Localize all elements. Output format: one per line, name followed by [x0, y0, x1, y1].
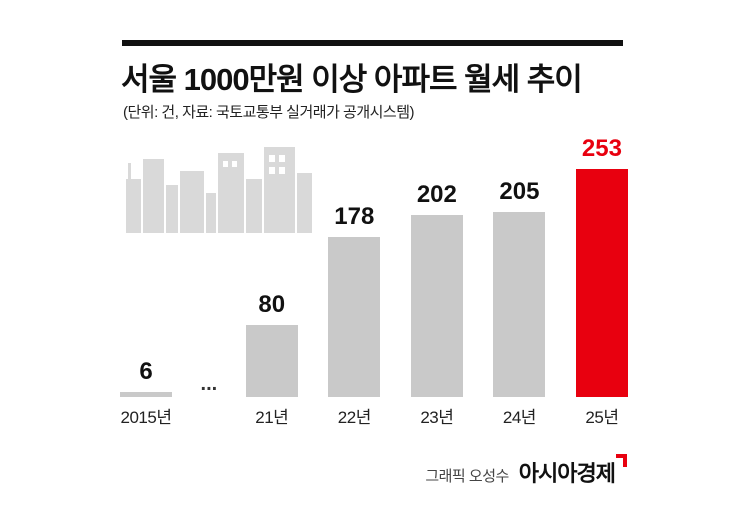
bar-category-label: 21년 — [255, 408, 289, 427]
bar-column: 253 25년 — [574, 134, 630, 430]
bar-category-label: 2015년 — [120, 408, 172, 427]
bar — [120, 392, 172, 397]
bar — [328, 237, 381, 397]
axis-break-ellipsis: ... — [200, 373, 218, 395]
bar-column: 202 23년 — [409, 180, 465, 430]
bar-category-label: 25년 — [585, 408, 619, 427]
bar-value-label: 253 — [581, 135, 622, 162]
bar-value-label: 178 — [334, 203, 375, 230]
brand-logo: 아시아경제 — [518, 454, 627, 488]
bar — [245, 325, 298, 397]
brand-mark-icon — [616, 454, 627, 467]
bar — [493, 212, 546, 397]
page-title: 서울 1000만원 이상 아파트 월세 추이 — [121, 62, 583, 97]
bar-category-label: 24년 — [502, 408, 537, 427]
bar — [575, 169, 628, 397]
bar-value-label: 6 — [139, 358, 153, 385]
bar-column: 80 21년 — [244, 290, 300, 430]
bar-value-label: 205 — [499, 178, 540, 205]
graphic-credit: 그래픽 오성수 — [425, 468, 509, 485]
bar-column: 178 22년 — [326, 202, 382, 430]
bar-column: 6 2015년 — [118, 357, 174, 430]
bar-value-label: 80 — [258, 291, 286, 318]
bar-chart: 6 2015년... 80 21년 178 22년 202 23년 205 24년 253 25년 — [118, 130, 630, 430]
credit-line: 그래픽 오성수 아시아경제 — [425, 454, 627, 488]
bar-value-label: 202 — [416, 181, 457, 208]
chart-subtitle: (단위: 건, 자료: 국토교통부 실거래가 공개시스템) — [123, 104, 415, 121]
bar-category-label: 23년 — [420, 408, 454, 427]
top-rule — [122, 40, 623, 46]
brand-name: 아시아경제 — [518, 461, 616, 486]
city-skyline-icon — [126, 147, 312, 233]
bar-column: 205 24년 — [491, 177, 547, 430]
bar — [410, 215, 463, 397]
bar-category-label: 22년 — [337, 408, 372, 427]
